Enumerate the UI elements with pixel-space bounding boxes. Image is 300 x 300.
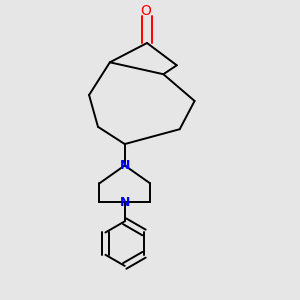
Text: N: N xyxy=(119,159,130,172)
Text: N: N xyxy=(119,196,130,208)
Text: O: O xyxy=(140,4,151,18)
